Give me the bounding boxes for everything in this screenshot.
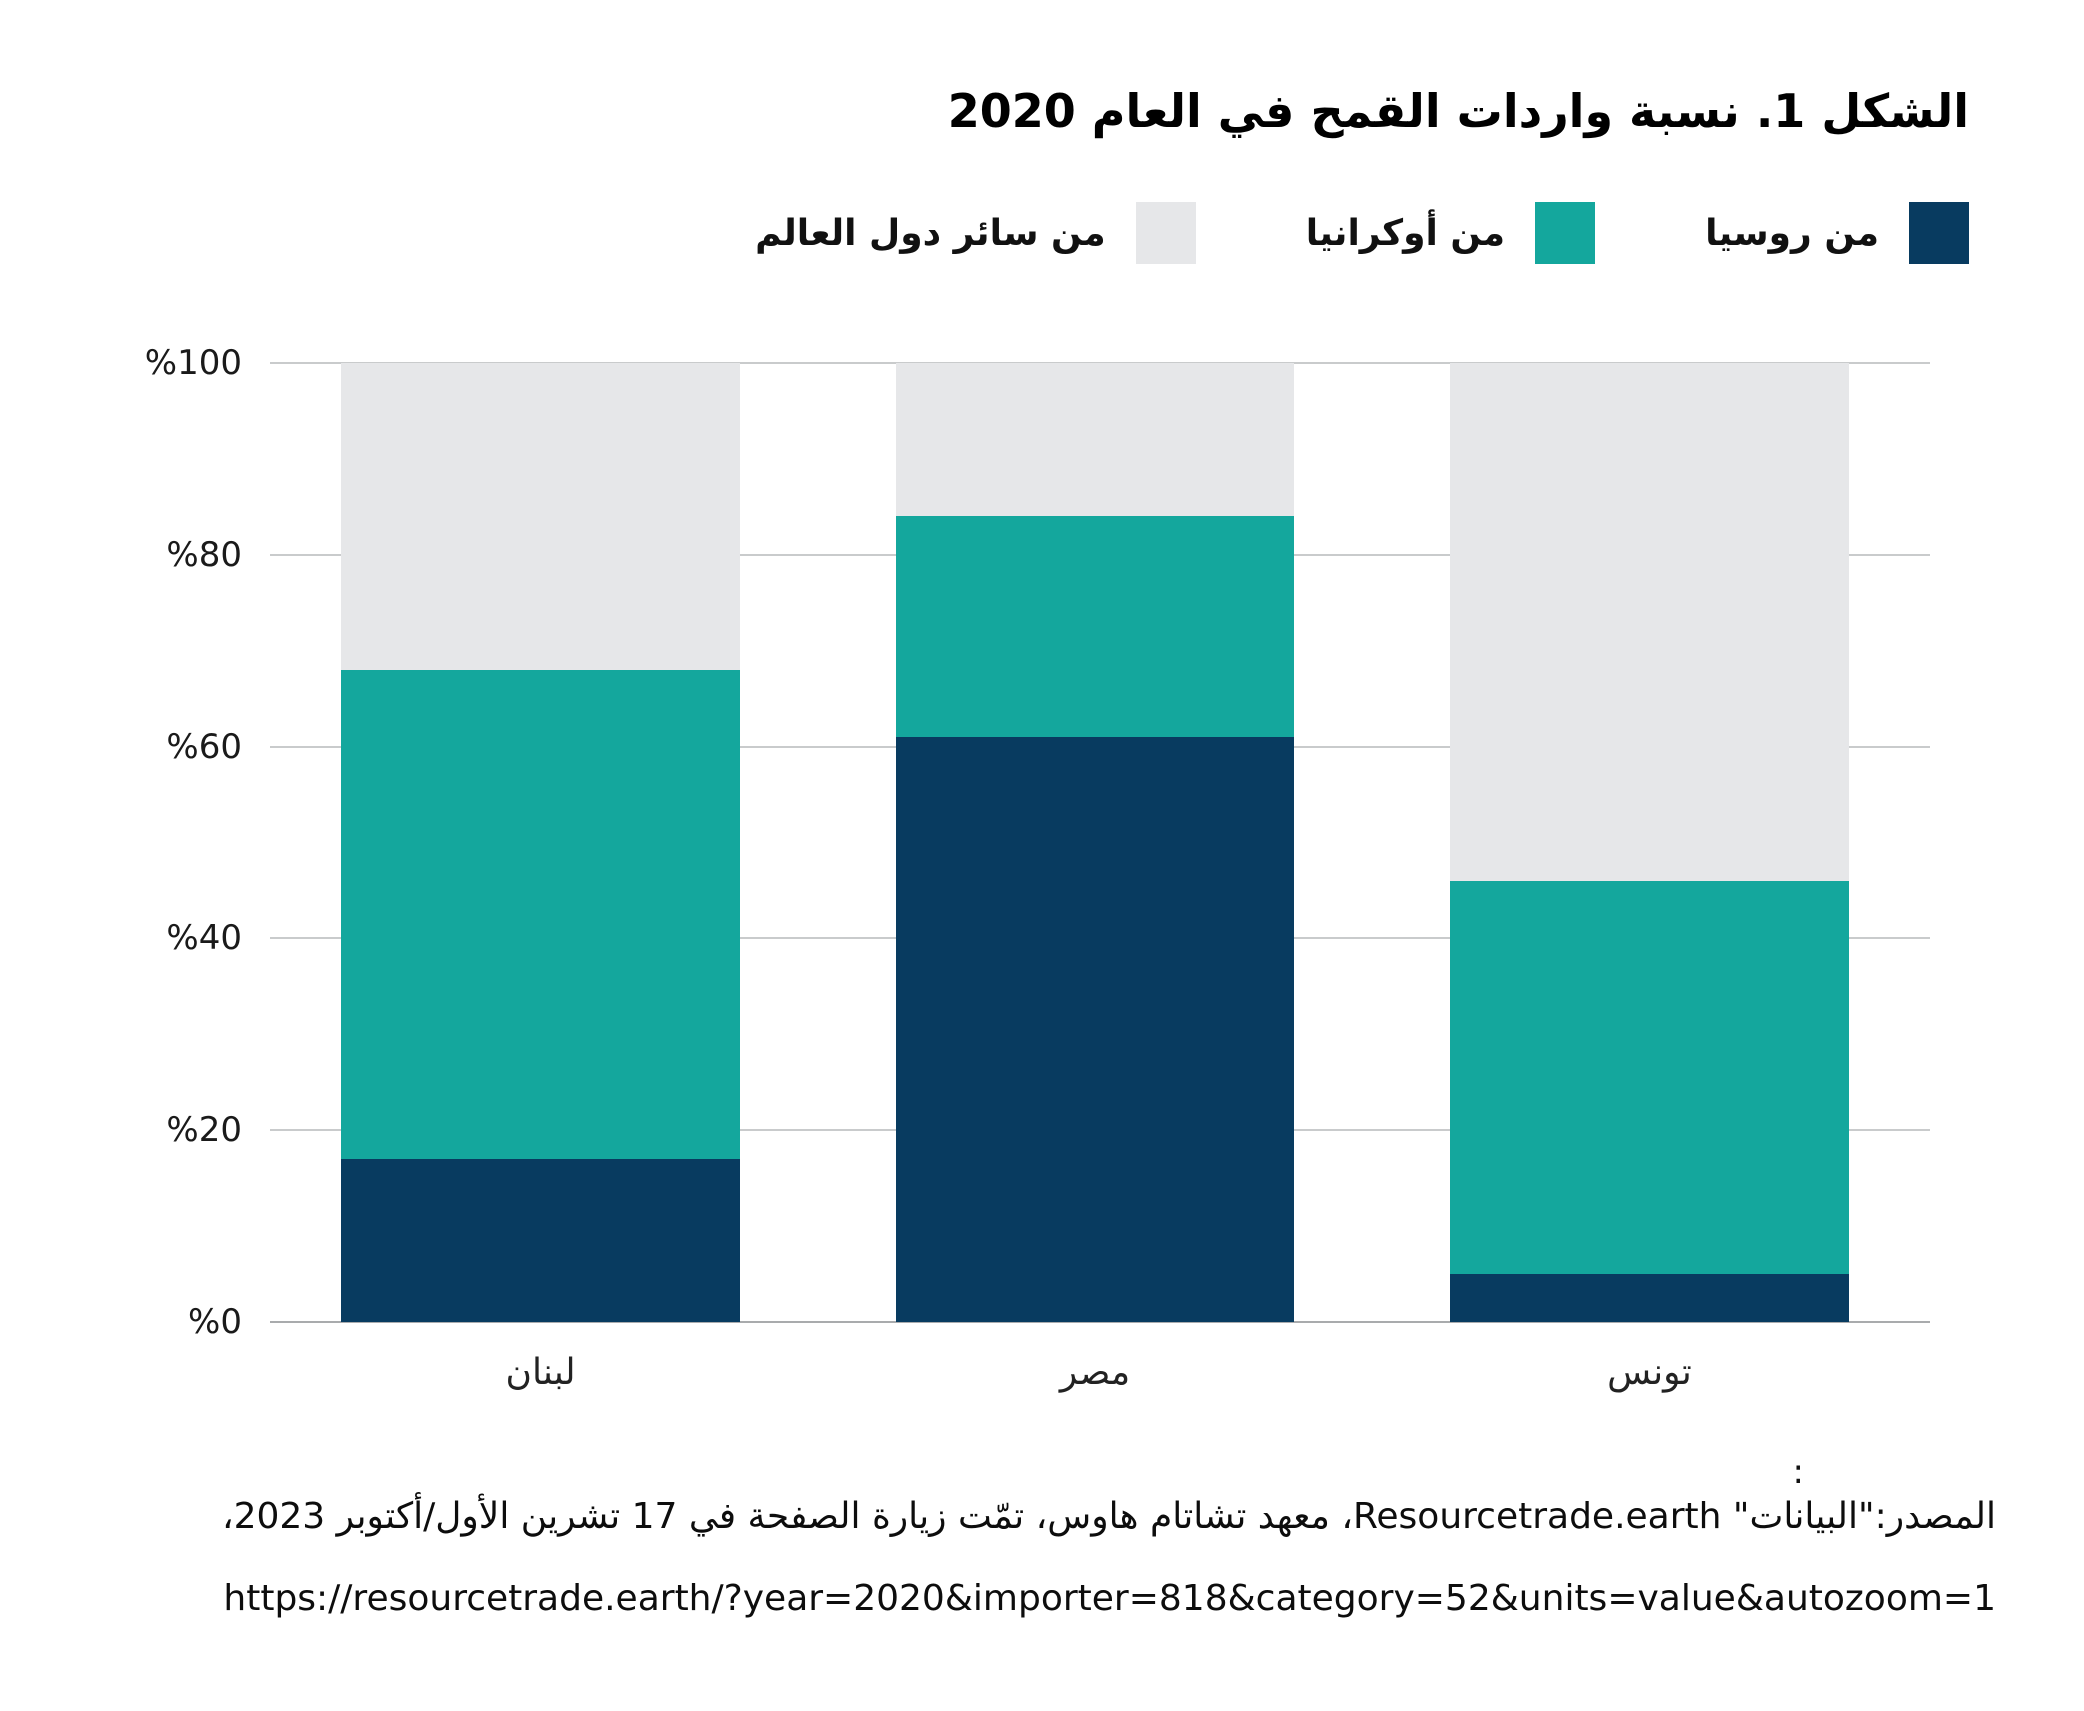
gridline-0	[270, 1321, 1930, 1323]
x-tick-label-2: مصر	[1059, 1352, 1131, 1393]
legend-item-russia: من روسيا	[1705, 202, 1969, 264]
bar-2	[895, 363, 1295, 1322]
bar-segment-russia	[895, 737, 1295, 1322]
x-tick-label-3: تونس	[1607, 1352, 1692, 1393]
y-tick-label-100: %100	[144, 343, 242, 383]
y-tick-label-0: %0	[188, 1302, 242, 1342]
source-text: المصدر:"البيانات" Resourcetrade.earth، م…	[221, 1496, 1996, 1537]
x-axis: لبنان مصر تونس	[270, 1352, 1930, 1422]
x-tick-label-1: لبنان	[505, 1352, 576, 1393]
bar-segment-rest_of_world	[1450, 363, 1849, 881]
legend-label-russia: من روسيا	[1705, 212, 1879, 254]
legend: من روسيا من أوكرانيا من سائر دول العالم	[755, 202, 1969, 264]
bar-3	[1450, 363, 1849, 1322]
y-tick-label-40: %40	[166, 918, 242, 959]
bar-segment-russia	[341, 1158, 740, 1322]
legend-item-rest_of_world: من سائر دول العالم	[755, 202, 1196, 264]
y-tick-label-80: %80	[166, 534, 242, 575]
y-tick-label-20: %20	[166, 1110, 242, 1151]
bar-segment-ukraine	[895, 516, 1295, 738]
source-url: https://resourcetrade.earth/?year=2020&i…	[223, 1578, 1996, 1619]
bar-segment-ukraine	[341, 669, 740, 1159]
bar-1	[341, 363, 740, 1322]
gridline-100	[270, 362, 1930, 364]
bar-segment-rest_of_world	[341, 363, 740, 670]
bar-segment-ukraine	[1450, 880, 1849, 1275]
legend-swatch-ukraine	[1535, 202, 1596, 264]
chart-title: الشكل 1. نسبة واردات القمح في العام 2020	[947, 84, 1969, 138]
legend-swatch-russia	[1909, 202, 1969, 264]
bar-segment-russia	[1450, 1274, 1849, 1322]
bar-segment-rest_of_world	[895, 363, 1295, 517]
plot-area	[270, 362, 1930, 1323]
y-axis: %0 %20 %40 %60 %80 %100	[0, 343, 242, 1342]
y-tick-label-60: %60	[166, 726, 242, 767]
legend-label-ukraine: من أوكرانيا	[1305, 212, 1506, 254]
legend-swatch-rest_of_world	[1135, 202, 1196, 264]
legend-item-ukraine: من أوكرانيا	[1305, 202, 1596, 264]
legend-label-rest_of_world: من سائر دول العالم	[755, 212, 1106, 254]
footer-colon: :	[1792, 1452, 1804, 1492]
